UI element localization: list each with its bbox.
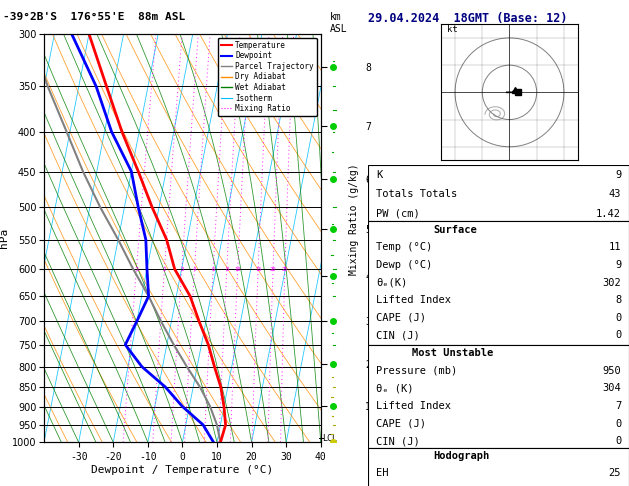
Text: Most Unstable: Most Unstable (413, 348, 494, 358)
Text: 10: 10 (235, 266, 241, 272)
Text: 29.04.2024  18GMT (Base: 12): 29.04.2024 18GMT (Base: 12) (368, 12, 567, 25)
Text: CIN (J): CIN (J) (376, 330, 420, 340)
Text: 43: 43 (609, 189, 621, 199)
Text: 6: 6 (211, 266, 214, 272)
Text: EH: EH (376, 469, 388, 478)
Text: 8: 8 (615, 295, 621, 305)
Text: θₑ (K): θₑ (K) (376, 383, 413, 393)
Text: 2: 2 (163, 266, 166, 272)
Text: 8: 8 (225, 266, 228, 272)
Bar (368, 165, 629, 222)
Text: Dewp (°C): Dewp (°C) (376, 260, 432, 270)
Text: LCL: LCL (323, 434, 338, 443)
Legend: Temperature, Dewpoint, Parcel Trajectory, Dry Adiabat, Wet Adiabat, Isotherm, Mi: Temperature, Dewpoint, Parcel Trajectory… (218, 38, 317, 116)
Text: Pressure (mb): Pressure (mb) (376, 366, 457, 376)
Text: PW (cm): PW (cm) (376, 208, 420, 219)
Text: 7: 7 (615, 401, 621, 411)
Bar (368, 222, 629, 345)
Text: 25: 25 (282, 266, 288, 272)
Text: 9: 9 (615, 170, 621, 180)
Text: Surface: Surface (433, 225, 477, 235)
Text: 4: 4 (193, 266, 196, 272)
Text: CAPE (J): CAPE (J) (376, 313, 426, 323)
Text: 15: 15 (255, 266, 262, 272)
Text: 9: 9 (615, 260, 621, 270)
Text: 1: 1 (135, 266, 138, 272)
Text: 3: 3 (180, 266, 184, 272)
Text: CIN (J): CIN (J) (376, 436, 420, 446)
Text: Lifted Index: Lifted Index (376, 295, 451, 305)
Text: 20: 20 (270, 266, 276, 272)
Text: -39°2B'S  176°55'E  88m ASL: -39°2B'S 176°55'E 88m ASL (3, 12, 186, 22)
Text: 0: 0 (615, 313, 621, 323)
Text: Temp (°C): Temp (°C) (376, 242, 432, 252)
Text: Totals Totals: Totals Totals (376, 189, 457, 199)
Text: 304: 304 (603, 383, 621, 393)
Text: km
ASL: km ASL (330, 12, 348, 34)
Text: 11: 11 (609, 242, 621, 252)
Bar (368, 448, 629, 486)
Text: kt: kt (447, 25, 458, 35)
Text: CAPE (J): CAPE (J) (376, 418, 426, 429)
Text: Hodograph: Hodograph (433, 451, 489, 461)
Text: 950: 950 (603, 366, 621, 376)
Text: 0: 0 (615, 436, 621, 446)
Text: Lifted Index: Lifted Index (376, 401, 451, 411)
Bar (368, 345, 629, 448)
X-axis label: Dewpoint / Temperature (°C): Dewpoint / Temperature (°C) (91, 465, 274, 475)
Text: 1.42: 1.42 (596, 208, 621, 219)
Text: K: K (376, 170, 382, 180)
Text: 0: 0 (615, 330, 621, 340)
Text: 25: 25 (609, 469, 621, 478)
Text: 0: 0 (615, 418, 621, 429)
Text: θₑ(K): θₑ(K) (376, 278, 407, 288)
Text: Mixing Ratio (g/kg): Mixing Ratio (g/kg) (349, 163, 359, 275)
Y-axis label: hPa: hPa (0, 228, 9, 248)
Text: 302: 302 (603, 278, 621, 288)
